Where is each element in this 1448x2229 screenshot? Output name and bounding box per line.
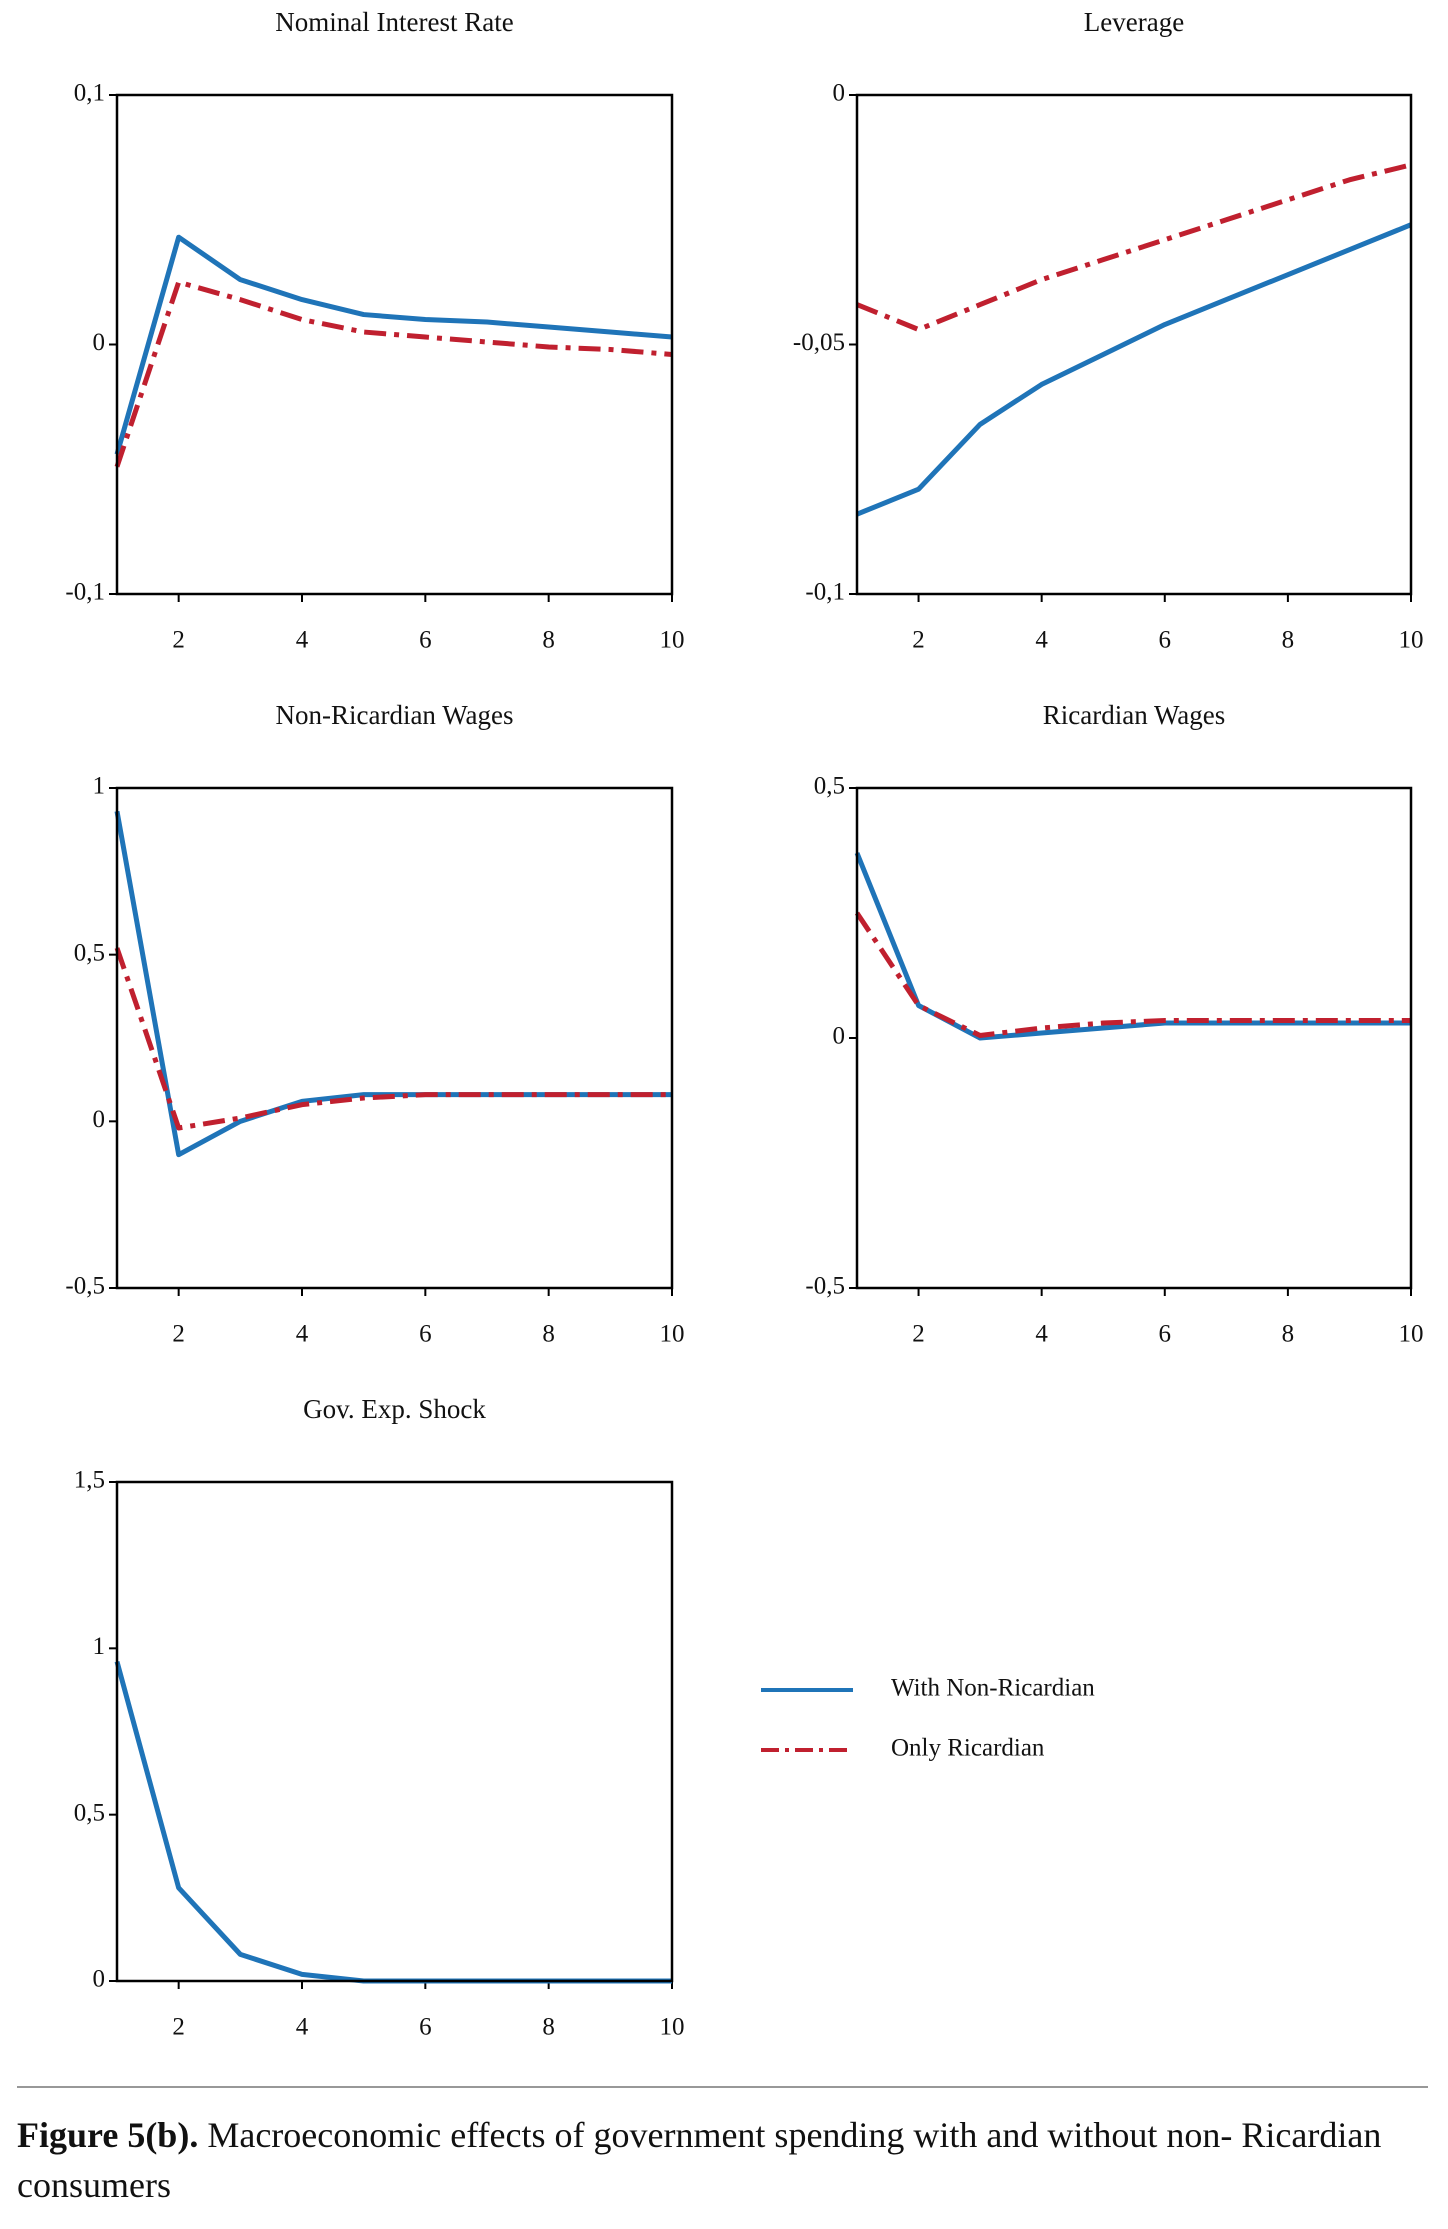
plot-frame (115, 1480, 674, 1983)
x-tick-label: 2 (172, 1321, 185, 1348)
series-line (114, 810, 672, 1158)
y-tick-label: 0 (833, 80, 846, 107)
legend-label: Only Ricardian (891, 1735, 1045, 1762)
x-tick-label: 10 (660, 1321, 685, 1348)
x-tick-label: 6 (1159, 627, 1172, 654)
y-tick-label: 0,5 (74, 939, 105, 966)
x-tick-label: 4 (296, 2014, 309, 2041)
y-tick-label: -0,5 (65, 1273, 105, 1300)
x-tick-label: 6 (419, 627, 432, 654)
chart-title: Leverage (1084, 7, 1184, 37)
y-tick-label: -0,1 (805, 579, 845, 606)
series-line (114, 947, 672, 1131)
x-tick-label: 2 (912, 1321, 925, 1348)
x-tick-label: 4 (1035, 1321, 1048, 1348)
y-tick-label: 0,1 (74, 80, 105, 107)
legend-label: With Non-Ricardian (891, 1675, 1095, 1702)
y-tick-label: 1 (93, 773, 106, 800)
caption: Figure 5(b). Macroeconomic effects of go… (17, 2110, 1417, 2210)
x-tick-label: 6 (419, 1321, 432, 1348)
x-tick-label: 8 (1282, 1321, 1295, 1348)
y-tick-label: 0,5 (814, 773, 845, 800)
y-tick-label: -0,1 (65, 579, 105, 606)
caption-text: Macroeconomic effects of government spen… (17, 2115, 1382, 2205)
plot-frame (115, 93, 674, 596)
plot-frame (855, 786, 1413, 1290)
x-tick-label: 2 (172, 2014, 185, 2041)
x-tick-label: 4 (296, 627, 309, 654)
chart-title: Gov. Exp. Shock (303, 1394, 486, 1424)
caption-label: Figure 5(b). (17, 2115, 199, 2155)
y-tick-label: 1 (93, 1633, 106, 1660)
y-tick-label: 1,5 (74, 1467, 105, 1494)
chart-grid: Nominal Interest Rate-0,100,12 4 6 8 10Lever… (65, 7, 1424, 2041)
plot-frame (115, 786, 674, 1290)
x-tick-label: 10 (1399, 627, 1424, 654)
x-tick-label: 2 (912, 627, 925, 654)
series-line (854, 911, 1411, 1038)
series-line (856, 162, 1412, 333)
y-tick-label: 0 (93, 329, 106, 356)
plot-frame (855, 93, 1413, 596)
y-tick-label: 0,5 (74, 1799, 105, 1826)
x-tick-label: 8 (542, 627, 555, 654)
series-line (114, 234, 673, 455)
x-tick-label: 10 (1399, 1321, 1424, 1348)
chart-title: Ricardian Wages (1043, 700, 1226, 730)
chart-title: Non-Ricardian Wages (275, 700, 513, 730)
y-tick-label: 0 (833, 1023, 846, 1050)
y-tick-label: 0 (93, 1106, 106, 1133)
x-tick-label: 6 (1159, 1321, 1172, 1348)
x-tick-label: 10 (660, 627, 685, 654)
series-line (854, 852, 1411, 1041)
rule-holder (17, 2086, 1428, 2088)
y-tick-label: 0 (93, 1966, 106, 1993)
x-tick-label: 8 (542, 2014, 555, 2041)
x-tick-label: 8 (542, 1321, 555, 1348)
x-tick-label: 10 (660, 2014, 685, 2041)
y-tick-label: -0,05 (793, 329, 845, 356)
x-tick-label: 8 (1282, 627, 1295, 654)
x-tick-label: 6 (419, 2014, 432, 2041)
series-line (856, 222, 1412, 517)
x-tick-label: 4 (1035, 627, 1048, 654)
y-tick-label: -0,5 (805, 1273, 845, 1300)
series-line (114, 279, 673, 468)
x-tick-label: 2 (172, 627, 185, 654)
x-tick-label: 4 (296, 1321, 309, 1348)
chart-title: Nominal Interest Rate (275, 7, 513, 37)
series-line (114, 1660, 672, 1984)
